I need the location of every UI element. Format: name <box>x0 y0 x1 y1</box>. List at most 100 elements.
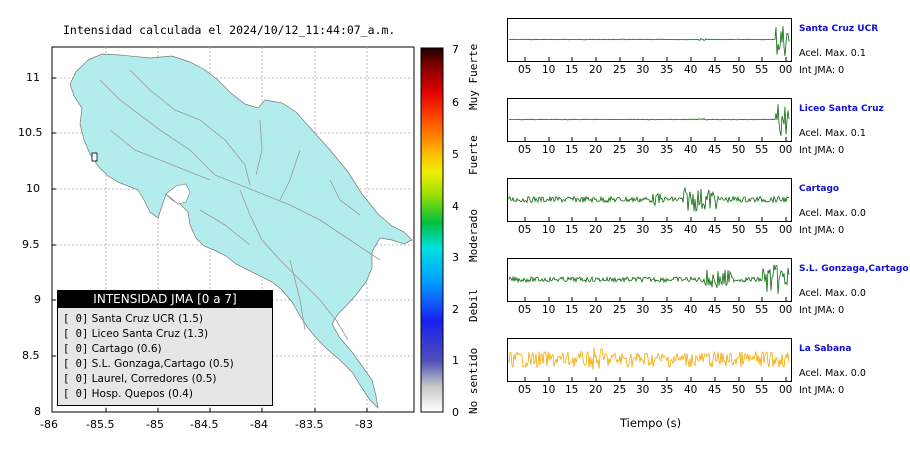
map-x-tick: -83.5 <box>295 418 324 431</box>
time-axis-label: Tiempo (s) <box>620 416 682 430</box>
colorbar-tick: 3 <box>452 251 459 264</box>
time-tick: 40 <box>684 384 698 396</box>
waveform-plot <box>507 98 792 142</box>
colorbar-tick: 5 <box>452 148 459 161</box>
map-y-tick: 8 <box>34 405 41 418</box>
map-y-tick: 9.5 <box>22 238 40 251</box>
map-x-tick: -85.5 <box>86 418 115 431</box>
page-title: Intensidad calculada el 2024/10/12_11:44… <box>63 23 396 37</box>
map-y-tick: 9 <box>34 293 41 306</box>
time-tick: 20 <box>589 384 603 396</box>
time-tick: 10 <box>542 144 556 156</box>
time-tick: 10 <box>542 304 556 316</box>
time-tick: 50 <box>732 304 746 316</box>
time-tick: 10 <box>542 64 556 76</box>
time-tick: 45 <box>708 224 722 236</box>
time-tick: 15 <box>565 384 579 396</box>
costa-rica-land <box>69 53 413 410</box>
station-acel: Acel. Max. 0.0 <box>799 288 866 299</box>
map-x-tick: -83 <box>355 418 373 431</box>
time-tick: 55 <box>755 224 769 236</box>
time-tick: 00 <box>779 224 793 236</box>
station-int: Int JMA: 0 <box>799 305 845 316</box>
time-tick: 35 <box>660 64 674 76</box>
time-tick: 05 <box>518 224 532 236</box>
map-y-tick: 10 <box>26 182 40 195</box>
time-tick: 20 <box>589 304 603 316</box>
colorbar-tick: 4 <box>452 200 459 213</box>
time-tick: 50 <box>732 144 746 156</box>
station-int: Int JMA: 0 <box>799 65 845 76</box>
waveform-trace <box>509 26 790 57</box>
waveform-trace <box>508 347 790 370</box>
station-name: Liceo Santa Cruz <box>799 104 884 114</box>
map-x-tick: -85 <box>146 418 164 431</box>
map-x-tick: -84 <box>250 418 268 431</box>
colorbar-label: Moderado <box>467 209 480 262</box>
waveform-trace <box>508 264 790 294</box>
time-tick: 40 <box>684 224 698 236</box>
time-tick: 30 <box>636 144 650 156</box>
waveform-trace <box>508 186 790 213</box>
colorbar-tick: 7 <box>452 43 459 56</box>
time-tick: 55 <box>755 384 769 396</box>
time-tick: 50 <box>732 224 746 236</box>
time-tick: 25 <box>613 144 627 156</box>
time-tick: 25 <box>613 304 627 316</box>
time-tick: 10 <box>542 384 556 396</box>
colorbar-tick: 6 <box>452 96 459 109</box>
station-acel: Acel. Max. 0.0 <box>799 368 866 379</box>
colorbar-label: Debil <box>467 288 480 322</box>
time-tick: 35 <box>660 224 674 236</box>
station-int: Int JMA: 0 <box>799 145 845 156</box>
legend-item: [ 0] Hosp. Quepos (0.4) <box>63 388 193 400</box>
time-tick: 20 <box>589 144 603 156</box>
time-tick: 30 <box>636 224 650 236</box>
intensity-legend: INTENSIDAD JMA [0 a 7] [ 0] Santa Cruz U… <box>57 290 273 406</box>
time-tick: 00 <box>779 384 793 396</box>
time-tick: 05 <box>518 384 532 396</box>
waveform-plot <box>507 258 792 302</box>
legend-item: [ 0] Santa Cruz UCR (1.5) <box>63 313 203 325</box>
time-tick: 35 <box>660 144 674 156</box>
time-tick: 40 <box>684 144 698 156</box>
legend-item: [ 0] Laurel, Corredores (0.5) <box>63 373 217 385</box>
time-tick: 20 <box>589 64 603 76</box>
colorbar-tick: 2 <box>452 303 459 316</box>
station-acel: Acel. Max. 0.0 <box>799 208 866 219</box>
station-name: S.L. Gonzaga,Cartago <box>799 264 909 274</box>
intensity-colorbar <box>420 47 444 413</box>
map-y-tick: 11 <box>26 71 40 84</box>
time-tick: 55 <box>755 64 769 76</box>
time-tick: 15 <box>565 64 579 76</box>
station-name: Santa Cruz UCR <box>799 24 879 34</box>
legend-title: INTENSIDAD JMA [0 a 7] <box>58 291 272 308</box>
time-tick: 40 <box>684 64 698 76</box>
station-name: Cartago <box>799 184 840 194</box>
waveform-plot <box>507 178 792 222</box>
map-y-tick: 8.5 <box>22 349 40 362</box>
legend-item: [ 0] Liceo Santa Cruz (1.3) <box>63 328 209 340</box>
time-tick: 45 <box>708 144 722 156</box>
time-tick: 50 <box>732 64 746 76</box>
colorbar-tick: 0 <box>452 406 459 419</box>
time-tick: 30 <box>636 304 650 316</box>
station-acel: Acel. Max. 0.1 <box>799 48 866 59</box>
colorbar-tick: 1 <box>452 354 459 367</box>
colorbar-label: No sentido <box>467 347 480 414</box>
time-tick: 50 <box>732 384 746 396</box>
waveform-trace <box>508 104 790 136</box>
colorbar-label: Fuerte <box>467 135 480 175</box>
time-tick: 25 <box>613 64 627 76</box>
time-tick: 45 <box>708 304 722 316</box>
colorbar-label: Muy Fuerte <box>467 43 480 110</box>
time-tick: 35 <box>660 384 674 396</box>
time-tick: 10 <box>542 224 556 236</box>
time-tick: 30 <box>636 384 650 396</box>
waveform-plot <box>507 18 792 62</box>
time-tick: 55 <box>755 304 769 316</box>
time-tick: 45 <box>708 384 722 396</box>
time-tick: 00 <box>779 304 793 316</box>
station-name: La Sabana <box>799 344 852 354</box>
time-tick: 15 <box>565 144 579 156</box>
